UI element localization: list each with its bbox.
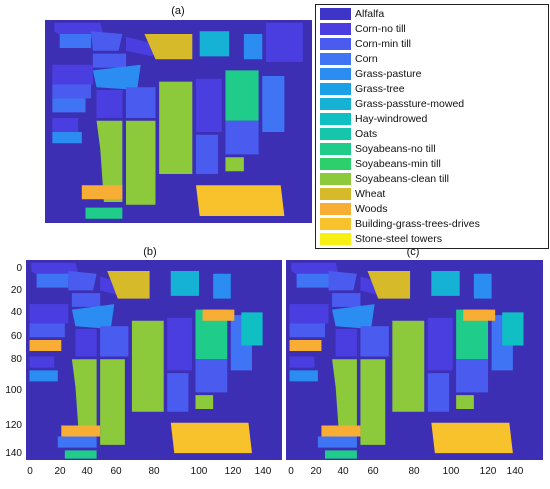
legend-swatch [320, 218, 351, 230]
legend-label: Hay-windrowed [355, 113, 428, 125]
legend-label: Grass-passture-mowed [355, 98, 465, 110]
panel-b-label: (b) [143, 246, 157, 258]
x-tick: 60 [110, 466, 122, 477]
legend-swatch [320, 98, 351, 110]
x-tick: 20 [310, 466, 322, 477]
legend-item: Grass-tree [316, 82, 548, 97]
y-tick: 100 [5, 385, 22, 396]
legend-label: Corn-min till [355, 38, 412, 50]
y-tick: 0 [16, 263, 22, 274]
x-tick: 80 [148, 466, 160, 477]
y-tick: 60 [10, 331, 22, 342]
legend-item: Grass-pasture [316, 67, 548, 82]
x-tick: 60 [367, 466, 379, 477]
legend-item: Soyabeans-no till [316, 142, 548, 157]
legend-item: Corn [316, 52, 548, 67]
legend-label: Soyabeans-clean till [355, 173, 449, 185]
legend-swatch [320, 83, 351, 95]
panel-c-label: (c) [406, 246, 420, 258]
legend-swatch [320, 173, 351, 185]
x-tick: 40 [81, 466, 93, 477]
legend-swatch [320, 113, 351, 125]
x-tick: 20 [54, 466, 66, 477]
x-tick: 100 [442, 466, 460, 477]
x-tick: 80 [408, 466, 420, 477]
ground-truth-map [45, 20, 312, 223]
legend-label: Alfalfa [355, 8, 385, 20]
legend-item: Alfalfa [316, 7, 548, 22]
panel-a-label: (a) [171, 5, 185, 17]
legend-swatch [320, 68, 351, 80]
legend-item: Soyabeans-clean till [316, 172, 548, 187]
x-tick: 0 [27, 466, 33, 477]
legend-swatch [320, 8, 351, 20]
legend-label: Wheat [355, 188, 386, 200]
legend-item: Stone-steel towers [316, 232, 548, 247]
legend-label: Soyabeans-no till [355, 143, 436, 155]
legend-label: Corn [355, 53, 378, 65]
x-tick: 40 [337, 466, 349, 477]
classification-map-b [26, 260, 282, 460]
x-tick: 100 [190, 466, 208, 477]
legend-item: Corn-min till [316, 37, 548, 52]
legend-item: Oats [316, 127, 548, 142]
y-tick: 80 [10, 354, 22, 365]
x-tick: 140 [506, 466, 524, 477]
x-tick: 120 [479, 466, 497, 477]
legend-label: Soyabeans-min till [355, 158, 441, 170]
legend-swatch [320, 53, 351, 65]
legend-item: Grass-passture-mowed [316, 97, 548, 112]
legend-label: Grass-pasture [355, 68, 422, 80]
x-tick: 140 [254, 466, 272, 477]
legend-item: Building-grass-trees-drives [316, 217, 548, 232]
legend-swatch [320, 203, 351, 215]
legend-label: Grass-tree [355, 83, 405, 95]
legend-item: Hay-windrowed [316, 112, 548, 127]
legend-label: Corn-no till [355, 23, 406, 35]
y-tick: 20 [10, 285, 22, 296]
x-tick: 120 [224, 466, 242, 477]
y-tick: 120 [5, 420, 22, 431]
legend-label: Woods [355, 203, 388, 215]
legend-item: Corn-no till [316, 22, 548, 37]
legend-swatch [320, 158, 351, 170]
legend-label: Stone-steel towers [355, 233, 442, 245]
legend-swatch [320, 128, 351, 140]
legend: Alfalfa Corn-no till Corn-min till Corn … [315, 4, 549, 249]
legend-swatch [320, 233, 351, 245]
legend-swatch [320, 188, 351, 200]
x-tick: 0 [288, 466, 294, 477]
legend-swatch [320, 38, 351, 50]
legend-item: Wheat [316, 187, 548, 202]
classification-map-c [286, 260, 543, 460]
legend-item: Woods [316, 202, 548, 217]
legend-swatch [320, 23, 351, 35]
legend-item: Soyabeans-min till [316, 157, 548, 172]
legend-label: Building-grass-trees-drives [355, 218, 480, 230]
legend-swatch [320, 143, 351, 155]
legend-label: Oats [355, 128, 378, 140]
y-tick: 140 [5, 448, 22, 459]
y-tick: 40 [10, 307, 22, 318]
